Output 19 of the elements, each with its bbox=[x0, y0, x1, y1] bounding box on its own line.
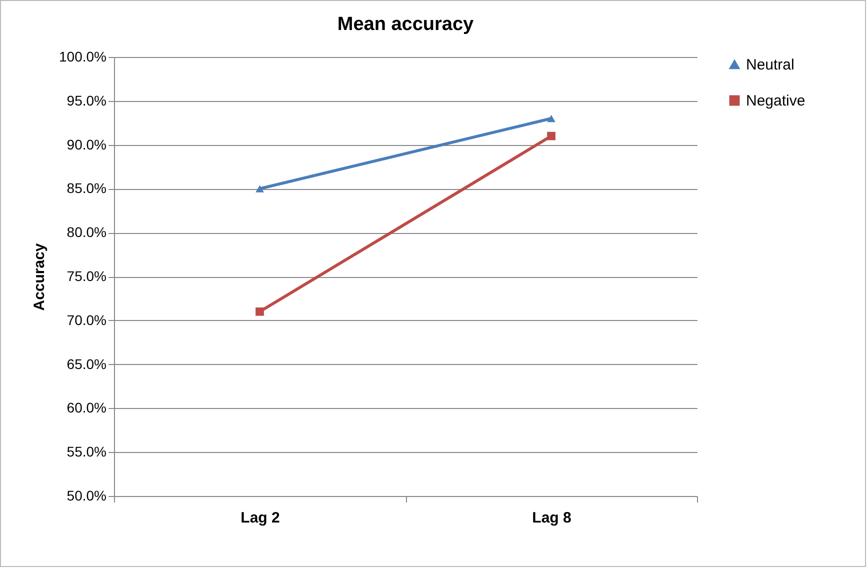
y-tick-label: 60.0% bbox=[66, 400, 106, 416]
y-tick-label: 95.0% bbox=[66, 92, 106, 108]
y-axis-title: Accuracy bbox=[31, 242, 48, 311]
y-tick-label: 50.0% bbox=[66, 488, 106, 504]
legend-label: Negative bbox=[746, 92, 806, 110]
y-tick-label: 80.0% bbox=[66, 224, 106, 240]
y-tick-label: 55.0% bbox=[66, 444, 106, 460]
point bbox=[547, 132, 556, 140]
y-tick-label: 90.0% bbox=[66, 136, 106, 152]
x-tick-label: Lag 2 bbox=[240, 510, 280, 526]
legend-label: Neutral bbox=[746, 56, 794, 74]
y-tick-label: 85.0% bbox=[66, 180, 106, 196]
y-tick-label: 75.0% bbox=[66, 268, 106, 284]
y-tick-label: 65.0% bbox=[66, 356, 106, 372]
x-tick-label: Lag 8 bbox=[532, 510, 572, 526]
point bbox=[256, 307, 264, 316]
y-tick-label: 100.0% bbox=[59, 48, 106, 64]
chart-title: Mean accuracy bbox=[337, 14, 474, 35]
y-tick-label: 70.0% bbox=[66, 312, 106, 328]
